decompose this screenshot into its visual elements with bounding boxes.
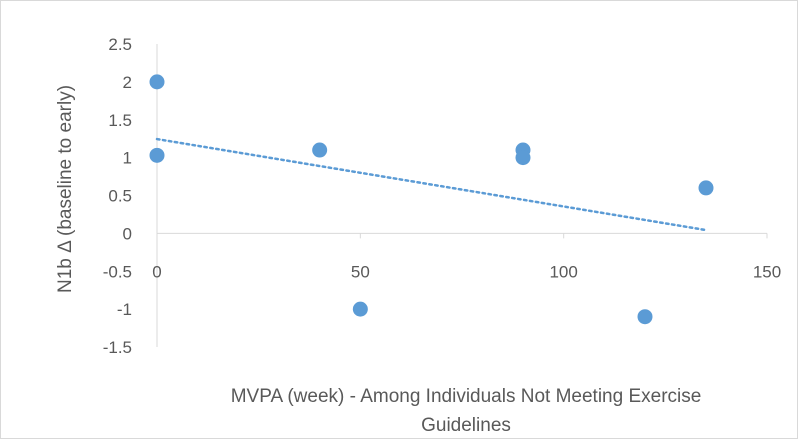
data-points (149, 74, 714, 325)
trendline-path (155, 137, 708, 232)
y-tick-label: 0 (123, 224, 132, 243)
y-tick-label: 2.5 (108, 35, 132, 54)
y-axis-title: N1b Δ (baseline to early) (55, 85, 76, 293)
y-tick-label: 0.5 (108, 187, 132, 206)
y-tick-label: -0.5 (103, 262, 132, 281)
x-axis-title-line-2: Guidelines (421, 415, 511, 436)
data-point (312, 142, 328, 158)
y-tick-label: 1 (123, 149, 132, 168)
data-point (637, 309, 653, 325)
x-tick-label: 150 (753, 262, 781, 281)
trendline (155, 137, 708, 232)
x-axis: 0 50 100 150 (152, 232, 781, 281)
data-point (352, 301, 368, 317)
x-axis-title-line-1: MVPA (week) - Among Individuals Not Meet… (231, 386, 702, 407)
data-point (515, 150, 531, 166)
x-tick-label: 0 (152, 262, 161, 281)
y-axis: -1.5 -1 -0.5 0 0.5 1 1.5 2 2.5 (103, 35, 158, 357)
y-tick-label: 1.5 (108, 111, 132, 130)
data-point (149, 147, 165, 163)
x-tick-label: 100 (549, 262, 577, 281)
y-tick-label: -1.5 (103, 338, 132, 357)
y-tick-label: 2 (123, 73, 132, 92)
data-point (149, 74, 165, 90)
x-tick-label: 50 (351, 262, 370, 281)
data-point (698, 180, 714, 196)
y-tick-label: -1 (117, 300, 132, 319)
